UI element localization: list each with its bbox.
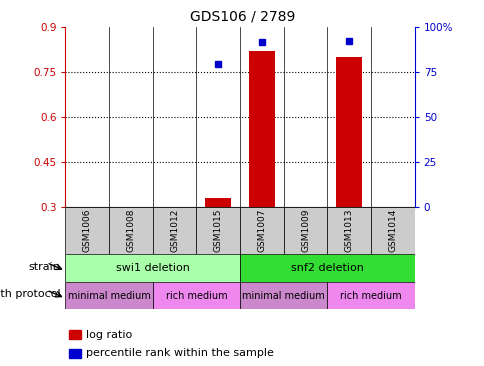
Bar — [335, 57, 362, 207]
Bar — [240, 254, 414, 282]
Bar — [240, 207, 283, 254]
Bar — [152, 282, 240, 309]
Bar — [65, 207, 109, 254]
Text: GSM1013: GSM1013 — [344, 209, 353, 252]
Bar — [69, 330, 81, 339]
Text: GSM1007: GSM1007 — [257, 209, 266, 252]
Text: GSM1009: GSM1009 — [301, 209, 309, 252]
Text: growth protocol: growth protocol — [0, 289, 60, 299]
Text: percentile rank within the sample: percentile rank within the sample — [86, 348, 274, 358]
Text: swi1 deletion: swi1 deletion — [116, 263, 189, 273]
Bar — [283, 207, 327, 254]
Text: GSM1014: GSM1014 — [388, 209, 396, 252]
Bar — [240, 282, 327, 309]
Text: strain: strain — [29, 262, 60, 272]
Bar — [65, 254, 240, 282]
Text: GSM1008: GSM1008 — [126, 209, 135, 252]
Text: snf2 deletion: snf2 deletion — [290, 263, 363, 273]
Bar — [370, 207, 414, 254]
Bar — [327, 207, 370, 254]
Text: GDS106 / 2789: GDS106 / 2789 — [189, 9, 295, 23]
Text: rich medium: rich medium — [339, 291, 401, 300]
Bar — [152, 207, 196, 254]
Text: minimal medium: minimal medium — [242, 291, 324, 300]
Bar — [327, 282, 414, 309]
Text: log ratio: log ratio — [86, 330, 133, 340]
Bar — [65, 282, 152, 309]
Text: minimal medium: minimal medium — [68, 291, 150, 300]
Text: GSM1006: GSM1006 — [83, 209, 91, 252]
Bar — [248, 51, 274, 207]
Bar — [69, 349, 81, 358]
Text: rich medium: rich medium — [165, 291, 227, 300]
Text: GSM1015: GSM1015 — [213, 209, 222, 252]
Bar — [205, 198, 231, 207]
Bar — [109, 207, 152, 254]
Text: GSM1012: GSM1012 — [170, 209, 179, 252]
Bar — [196, 207, 240, 254]
